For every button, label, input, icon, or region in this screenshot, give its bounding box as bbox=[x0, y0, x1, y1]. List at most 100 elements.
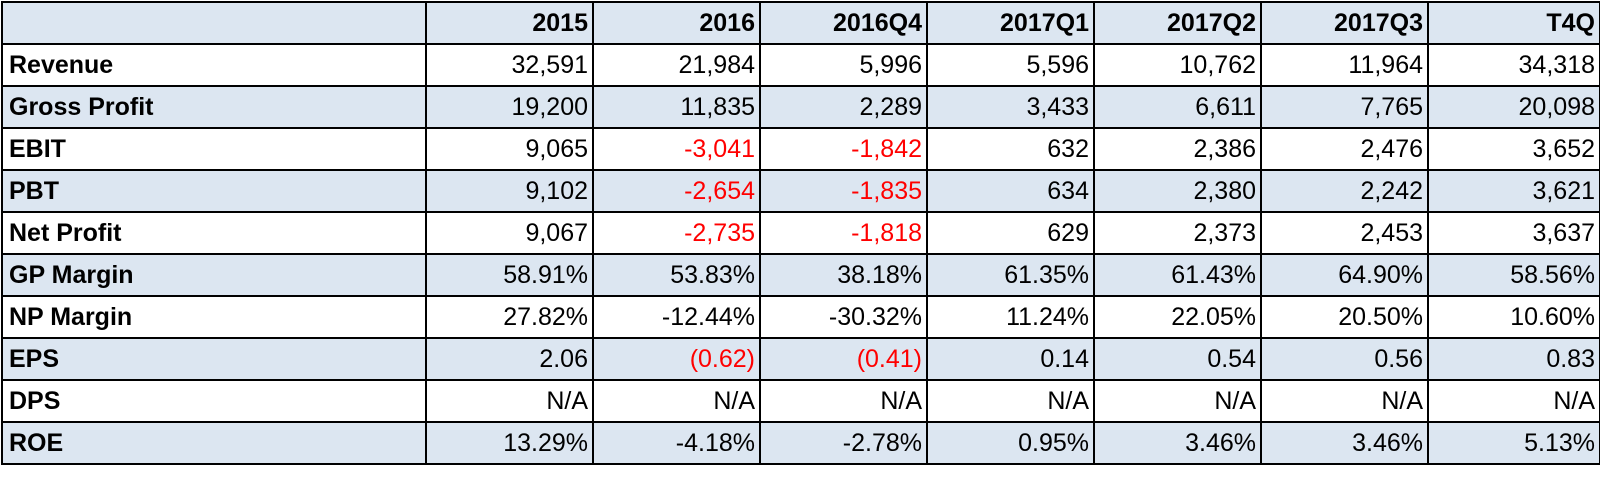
table-cell: 2,476 bbox=[1260, 127, 1429, 171]
table-cell: 58.91% bbox=[425, 253, 594, 297]
column-header-2016q4: 2016Q4 bbox=[759, 1, 928, 45]
table-cell: N/A bbox=[592, 379, 761, 423]
table-row: DPS N/A N/A N/A N/A N/A N/A N/A bbox=[1, 379, 1600, 423]
row-label: DPS bbox=[1, 379, 427, 423]
table-cell: 3,652 bbox=[1427, 127, 1600, 171]
table-cell: 3.46% bbox=[1260, 421, 1429, 465]
table-row: EBIT 9,065 -3,041 -1,842 632 2,386 2,476 3,652 bbox=[1, 127, 1600, 171]
column-header-2015: 2015 bbox=[425, 1, 594, 45]
table-cell: N/A bbox=[926, 379, 1095, 423]
table-cell: 10.60% bbox=[1427, 295, 1600, 339]
row-label: ROE bbox=[1, 421, 427, 465]
table-cell: -2,654 bbox=[592, 169, 761, 213]
table-cell: 13.29% bbox=[425, 421, 594, 465]
table-cell: 0.95% bbox=[926, 421, 1095, 465]
table-cell: 634 bbox=[926, 169, 1095, 213]
table-cell: -30.32% bbox=[759, 295, 928, 339]
table-cell: 632 bbox=[926, 127, 1095, 171]
table-cell: N/A bbox=[1260, 379, 1429, 423]
table-cell: -1,835 bbox=[759, 169, 928, 213]
table-cell: 19,200 bbox=[425, 85, 594, 129]
column-header-2017q3: 2017Q3 bbox=[1260, 1, 1429, 45]
table-cell: 5,596 bbox=[926, 43, 1095, 87]
table-row: PBT 9,102 -2,654 -1,835 634 2,380 2,242 3,621 bbox=[1, 169, 1600, 213]
table-cell: -1,818 bbox=[759, 211, 928, 255]
table-cell: 3,433 bbox=[926, 85, 1095, 129]
table-cell: 20,098 bbox=[1427, 85, 1600, 129]
table-cell: 64.90% bbox=[1260, 253, 1429, 297]
table-body: Revenue 32,591 21,984 5,996 5,596 10,762 11,96… bbox=[1, 43, 1600, 465]
table-row: NP Margin 27.82% -12.44% -30.32% 11.24% 22.05… bbox=[1, 295, 1600, 339]
table-cell: 9,067 bbox=[425, 211, 594, 255]
table-cell: 9,065 bbox=[425, 127, 594, 171]
table-cell: 5.13% bbox=[1427, 421, 1600, 465]
table-cell: 11,964 bbox=[1260, 43, 1429, 87]
row-label: PBT bbox=[1, 169, 427, 213]
row-label: Net Profit bbox=[1, 211, 427, 255]
table-cell: 27.82% bbox=[425, 295, 594, 339]
table-cell: N/A bbox=[759, 379, 928, 423]
column-header-t4q: T4Q bbox=[1427, 1, 1600, 45]
table-cell: 11,835 bbox=[592, 85, 761, 129]
table-cell: 20.50% bbox=[1260, 295, 1429, 339]
table-cell: 38.18% bbox=[759, 253, 928, 297]
table-cell: 2,289 bbox=[759, 85, 928, 129]
table-cell: 2,380 bbox=[1093, 169, 1262, 213]
table-cell: 2,373 bbox=[1093, 211, 1262, 255]
corner-header-cell bbox=[1, 1, 427, 45]
table-cell: 5,996 bbox=[759, 43, 928, 87]
table-cell: 9,102 bbox=[425, 169, 594, 213]
table-cell: 21,984 bbox=[592, 43, 761, 87]
table-cell: 61.43% bbox=[1093, 253, 1262, 297]
table-cell: 6,611 bbox=[1093, 85, 1262, 129]
table-row: Revenue 32,591 21,984 5,996 5,596 10,762 11,96… bbox=[1, 43, 1600, 87]
table-cell: 58.56% bbox=[1427, 253, 1600, 297]
table-row: EPS 2.06 (0.62) (0.41) 0.14 0.54 0.56 0.83 bbox=[1, 337, 1600, 381]
table-cell: 2,242 bbox=[1260, 169, 1429, 213]
row-label: NP Margin bbox=[1, 295, 427, 339]
table-cell: -3,041 bbox=[592, 127, 761, 171]
table-cell: 22.05% bbox=[1093, 295, 1262, 339]
table-cell: 0.14 bbox=[926, 337, 1095, 381]
column-header-2017q1: 2017Q1 bbox=[926, 1, 1095, 45]
row-label: EPS bbox=[1, 337, 427, 381]
table-cell: 53.83% bbox=[592, 253, 761, 297]
table-cell: 3.46% bbox=[1093, 421, 1262, 465]
table-cell: -4.18% bbox=[592, 421, 761, 465]
table-cell: N/A bbox=[1093, 379, 1262, 423]
header-row: 2015 2016 2016Q4 2017Q1 2017Q2 2017Q3 T4… bbox=[1, 1, 1600, 45]
table-row: Gross Profit 19,200 11,835 2,289 3,433 6,611 7… bbox=[1, 85, 1600, 129]
table-cell: 0.54 bbox=[1093, 337, 1262, 381]
table-cell: 0.83 bbox=[1427, 337, 1600, 381]
table-cell: 32,591 bbox=[425, 43, 594, 87]
column-header-2016: 2016 bbox=[592, 1, 761, 45]
table-cell: 629 bbox=[926, 211, 1095, 255]
table-row: Net Profit 9,067 -2,735 -1,818 629 2,373 2,453… bbox=[1, 211, 1600, 255]
table-cell: 34,318 bbox=[1427, 43, 1600, 87]
row-label: GP Margin bbox=[1, 253, 427, 297]
table-cell: 3,637 bbox=[1427, 211, 1600, 255]
table-cell: 10,762 bbox=[1093, 43, 1262, 87]
column-header-2017q2: 2017Q2 bbox=[1093, 1, 1262, 45]
table-row: ROE 13.29% -4.18% -2.78% 0.95% 3.46% 3.46% 5.13… bbox=[1, 421, 1600, 465]
table-cell: 2,453 bbox=[1260, 211, 1429, 255]
table-cell: -2,735 bbox=[592, 211, 761, 255]
table-row: GP Margin 58.91% 53.83% 38.18% 61.35% 61.43% 6… bbox=[1, 253, 1600, 297]
row-label: Gross Profit bbox=[1, 85, 427, 129]
table-cell: N/A bbox=[1427, 379, 1600, 423]
row-label: EBIT bbox=[1, 127, 427, 171]
table-cell: 11.24% bbox=[926, 295, 1095, 339]
table-cell: N/A bbox=[425, 379, 594, 423]
table-cell: -2.78% bbox=[759, 421, 928, 465]
table-cell: -1,842 bbox=[759, 127, 928, 171]
row-label: Revenue bbox=[1, 43, 427, 87]
table-cell: 61.35% bbox=[926, 253, 1095, 297]
table-cell: 0.56 bbox=[1260, 337, 1429, 381]
table-cell: (0.41) bbox=[759, 337, 928, 381]
table-cell: -12.44% bbox=[592, 295, 761, 339]
table-cell: 2,386 bbox=[1093, 127, 1262, 171]
table-cell: 2.06 bbox=[425, 337, 594, 381]
financial-summary-table: 2015 2016 2016Q4 2017Q1 2017Q2 2017Q3 T4… bbox=[1, 1, 1600, 465]
table-cell: 7,765 bbox=[1260, 85, 1429, 129]
table-cell: 3,621 bbox=[1427, 169, 1600, 213]
